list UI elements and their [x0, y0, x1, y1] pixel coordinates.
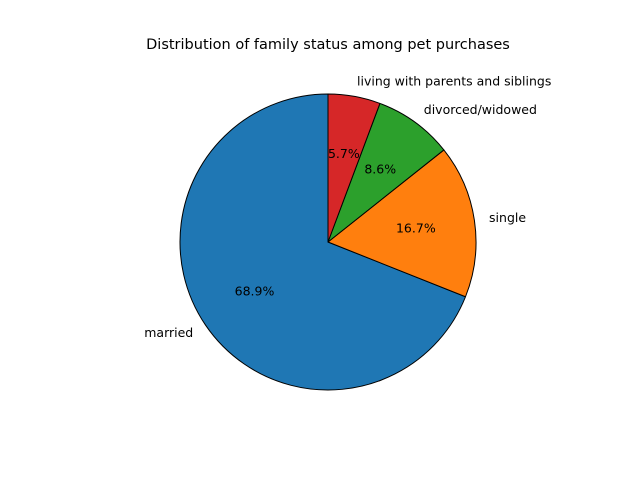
slice-label-living-with-parents-and-siblings: living with parents and siblings	[357, 73, 551, 88]
chart-title: Distribution of family status among pet …	[146, 37, 510, 53]
pie-slice-living-with-parents-and-siblings	[327, 93, 381, 243]
pie-slice-married	[179, 93, 466, 391]
pie-slice-single	[327, 149, 477, 298]
slice-percent-living-with-parents-and-siblings: 5.7%	[328, 146, 360, 161]
slice-percent-married: 68.9%	[235, 283, 275, 298]
pie-slices-layer	[179, 93, 477, 391]
slice-label-divorced-widowed: divorced/widowed	[424, 102, 537, 117]
slice-label-single: single	[489, 210, 526, 225]
pie-labels-layer: married 68.9% single 16.7% divorced/widowed 8…	[144, 73, 551, 340]
slice-percent-divorced-widowed: 8.6%	[364, 162, 396, 177]
slice-percent-single: 16.7%	[396, 221, 436, 236]
slice-label-married: married	[144, 325, 193, 340]
